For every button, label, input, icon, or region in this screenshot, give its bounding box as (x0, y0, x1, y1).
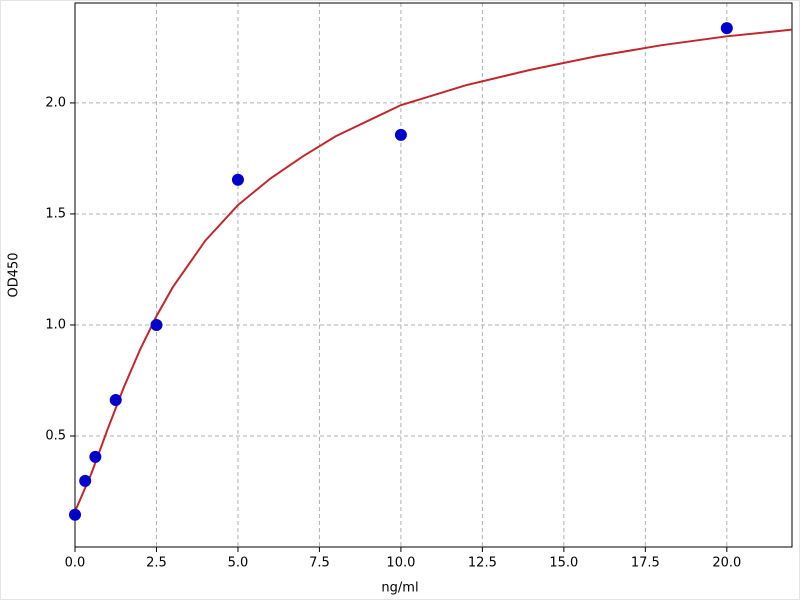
data-point (394, 128, 407, 141)
x-tick-label: 12.5 (468, 556, 497, 571)
plot-frame (74, 2, 793, 548)
y-axis-label: OD450 (7, 252, 22, 297)
x-tick-label: 17.5 (631, 556, 660, 571)
data-point (231, 173, 244, 186)
x-axis-label: ng/ml (381, 581, 418, 596)
x-tick-label: 20.0 (712, 556, 741, 571)
data-point (150, 318, 163, 331)
y-tick-label: 1.0 (45, 317, 66, 332)
data-point (69, 508, 81, 521)
x-tick-label: 2.5 (146, 556, 167, 571)
x-tick-label: 7.5 (309, 556, 330, 571)
y-tick-label: 0.5 (45, 428, 66, 443)
data-point (79, 474, 92, 487)
data-point (109, 394, 122, 407)
y-tick-label: 1.5 (45, 206, 66, 221)
y-tick-label: 2.0 (45, 95, 66, 110)
x-tick-label: 0.0 (65, 556, 86, 571)
x-tick-label: 15.0 (549, 556, 578, 571)
data-point (720, 22, 733, 35)
data-point (89, 450, 102, 463)
x-tick-label: 5.0 (228, 556, 249, 571)
fit-curve (74, 28, 793, 512)
x-tick-label: 10.0 (386, 556, 415, 571)
